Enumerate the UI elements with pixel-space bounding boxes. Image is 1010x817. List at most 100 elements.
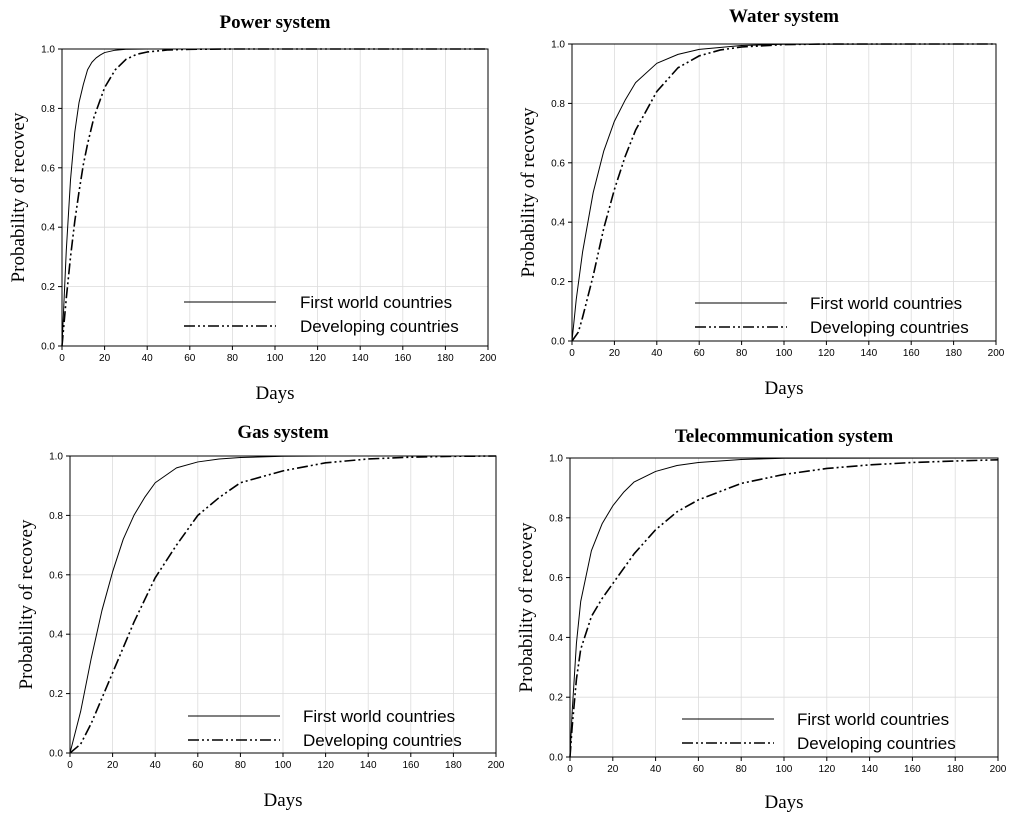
series-line-developing: [571, 43, 996, 342]
y-tick-label: 0.2: [549, 693, 563, 704]
legend-label: Developing countries: [300, 317, 459, 336]
x-tick-label: 40: [651, 348, 663, 359]
y-axis-label: Probability of recovey: [16, 519, 37, 689]
x-tick-label: 20: [607, 764, 619, 775]
chart-panel-3: 0 20 40 60 80 100 120 140 160 180 200 0.0 0.2 0.4 0.6 0…: [16, 422, 505, 811]
y-tick-label: 0.2: [49, 689, 63, 700]
x-tick-label: 60: [694, 348, 706, 359]
y-tick-label: 1.0: [549, 454, 563, 465]
x-tick-label: 60: [184, 353, 196, 364]
x-tick-label: 200: [488, 760, 505, 771]
y-tick-label: 1.0: [551, 40, 565, 51]
series-line-first-world: [569, 457, 999, 758]
y-tick-label: 0.0: [551, 337, 565, 348]
x-tick-label: 180: [947, 764, 964, 775]
x-tick-label: 120: [818, 348, 835, 359]
x-tick-label: 140: [861, 764, 878, 775]
chart-title: Gas system: [237, 422, 328, 443]
y-tick-label: 0.2: [551, 277, 565, 288]
x-tick-label: 100: [776, 764, 793, 775]
y-tick-label: 0.8: [551, 99, 565, 110]
x-tick-label: 100: [275, 760, 292, 771]
legend-label: First world countries: [797, 710, 949, 729]
x-axis-label: Days: [255, 383, 294, 404]
y-tick-label: 0.4: [49, 630, 63, 641]
y-tick-label: 0.0: [41, 342, 55, 353]
series-line-first-world: [61, 48, 488, 347]
y-axis-label: Probability of recovey: [518, 107, 539, 277]
x-tick-label: 140: [352, 353, 369, 364]
x-tick-label: 40: [150, 760, 162, 771]
y-tick-label: 0.8: [41, 104, 55, 115]
x-tick-label: 180: [945, 348, 962, 359]
y-tick-label: 0.0: [549, 753, 563, 764]
x-tick-label: 160: [394, 353, 411, 364]
series-line-developing: [569, 458, 999, 758]
chart-panel-1: 0 20 40 60 80 100 120 140 160 180 200 0.0 0.2 0.4 0.6 0…: [8, 12, 497, 404]
x-tick-label: 120: [818, 764, 835, 775]
y-tick-label: 0.8: [549, 513, 563, 524]
series-line-first-world: [571, 43, 997, 342]
chart-title: Telecommunication system: [675, 426, 893, 447]
x-tick-label: 200: [480, 353, 497, 364]
x-tick-label: 80: [227, 353, 239, 364]
x-tick-label: 160: [402, 760, 419, 771]
chart-title: Water system: [729, 6, 839, 27]
x-tick-label: 0: [67, 760, 73, 771]
y-axis-label: Probability of recovey: [8, 112, 29, 282]
x-tick-label: 180: [437, 353, 454, 364]
x-tick-label: 100: [267, 353, 284, 364]
y-tick-label: 0.6: [549, 573, 563, 584]
legend-label: First world countries: [810, 294, 962, 313]
x-tick-label: 120: [317, 760, 334, 771]
x-tick-label: 180: [445, 760, 462, 771]
series-line-first-world: [69, 455, 496, 754]
legend-label: Developing countries: [810, 318, 969, 337]
y-tick-label: 0.8: [49, 511, 63, 522]
x-tick-label: 40: [142, 353, 154, 364]
x-tick-label: 40: [650, 764, 662, 775]
chart-panel-4: 0 20 40 60 80 100 120 140 160 180 200 0.0 0.2 0.4 0.6 0…: [516, 426, 1007, 813]
y-tick-label: 1.0: [41, 45, 55, 56]
y-tick-label: 0.0: [49, 749, 63, 760]
x-tick-label: 60: [693, 764, 705, 775]
x-tick-label: 200: [990, 764, 1007, 775]
x-tick-label: 60: [192, 760, 204, 771]
legend: First world countries Developing countrie…: [184, 293, 459, 336]
x-axis-label: Days: [263, 790, 302, 811]
x-tick-label: 140: [360, 760, 377, 771]
x-tick-label: 20: [107, 760, 119, 771]
x-tick-label: 160: [903, 348, 920, 359]
x-tick-label: 100: [776, 348, 793, 359]
x-axis-label: Days: [764, 378, 803, 399]
x-tick-label: 0: [567, 764, 573, 775]
y-tick-label: 0.6: [49, 570, 63, 581]
x-tick-label: 80: [736, 348, 748, 359]
legend-label: First world countries: [303, 707, 455, 726]
x-tick-label: 140: [860, 348, 877, 359]
y-tick-label: 0.6: [41, 163, 55, 174]
x-tick-label: 80: [736, 764, 748, 775]
y-tick-label: 0.6: [551, 158, 565, 169]
legend: First world countries Developing countrie…: [188, 707, 462, 750]
legend-label: First world countries: [300, 293, 452, 312]
x-tick-label: 20: [99, 353, 111, 364]
x-axis-label: Days: [764, 792, 803, 813]
y-axis-label: Probability of recovey: [516, 522, 537, 692]
chart-title: Power system: [220, 12, 331, 33]
x-tick-label: 0: [569, 348, 575, 359]
y-tick-label: 0.4: [41, 223, 55, 234]
x-tick-label: 80: [235, 760, 247, 771]
y-tick-label: 0.4: [551, 218, 565, 229]
y-tick-label: 0.2: [41, 282, 55, 293]
legend-label: Developing countries: [303, 731, 462, 750]
legend: First world countries Developing countrie…: [682, 710, 956, 753]
y-tick-label: 1.0: [49, 452, 63, 463]
x-tick-label: 0: [59, 353, 65, 364]
legend: First world countries Developing countrie…: [695, 294, 969, 337]
x-tick-label: 160: [904, 764, 921, 775]
x-tick-label: 20: [609, 348, 621, 359]
y-tick-label: 0.4: [549, 633, 563, 644]
x-tick-label: 200: [988, 348, 1005, 359]
